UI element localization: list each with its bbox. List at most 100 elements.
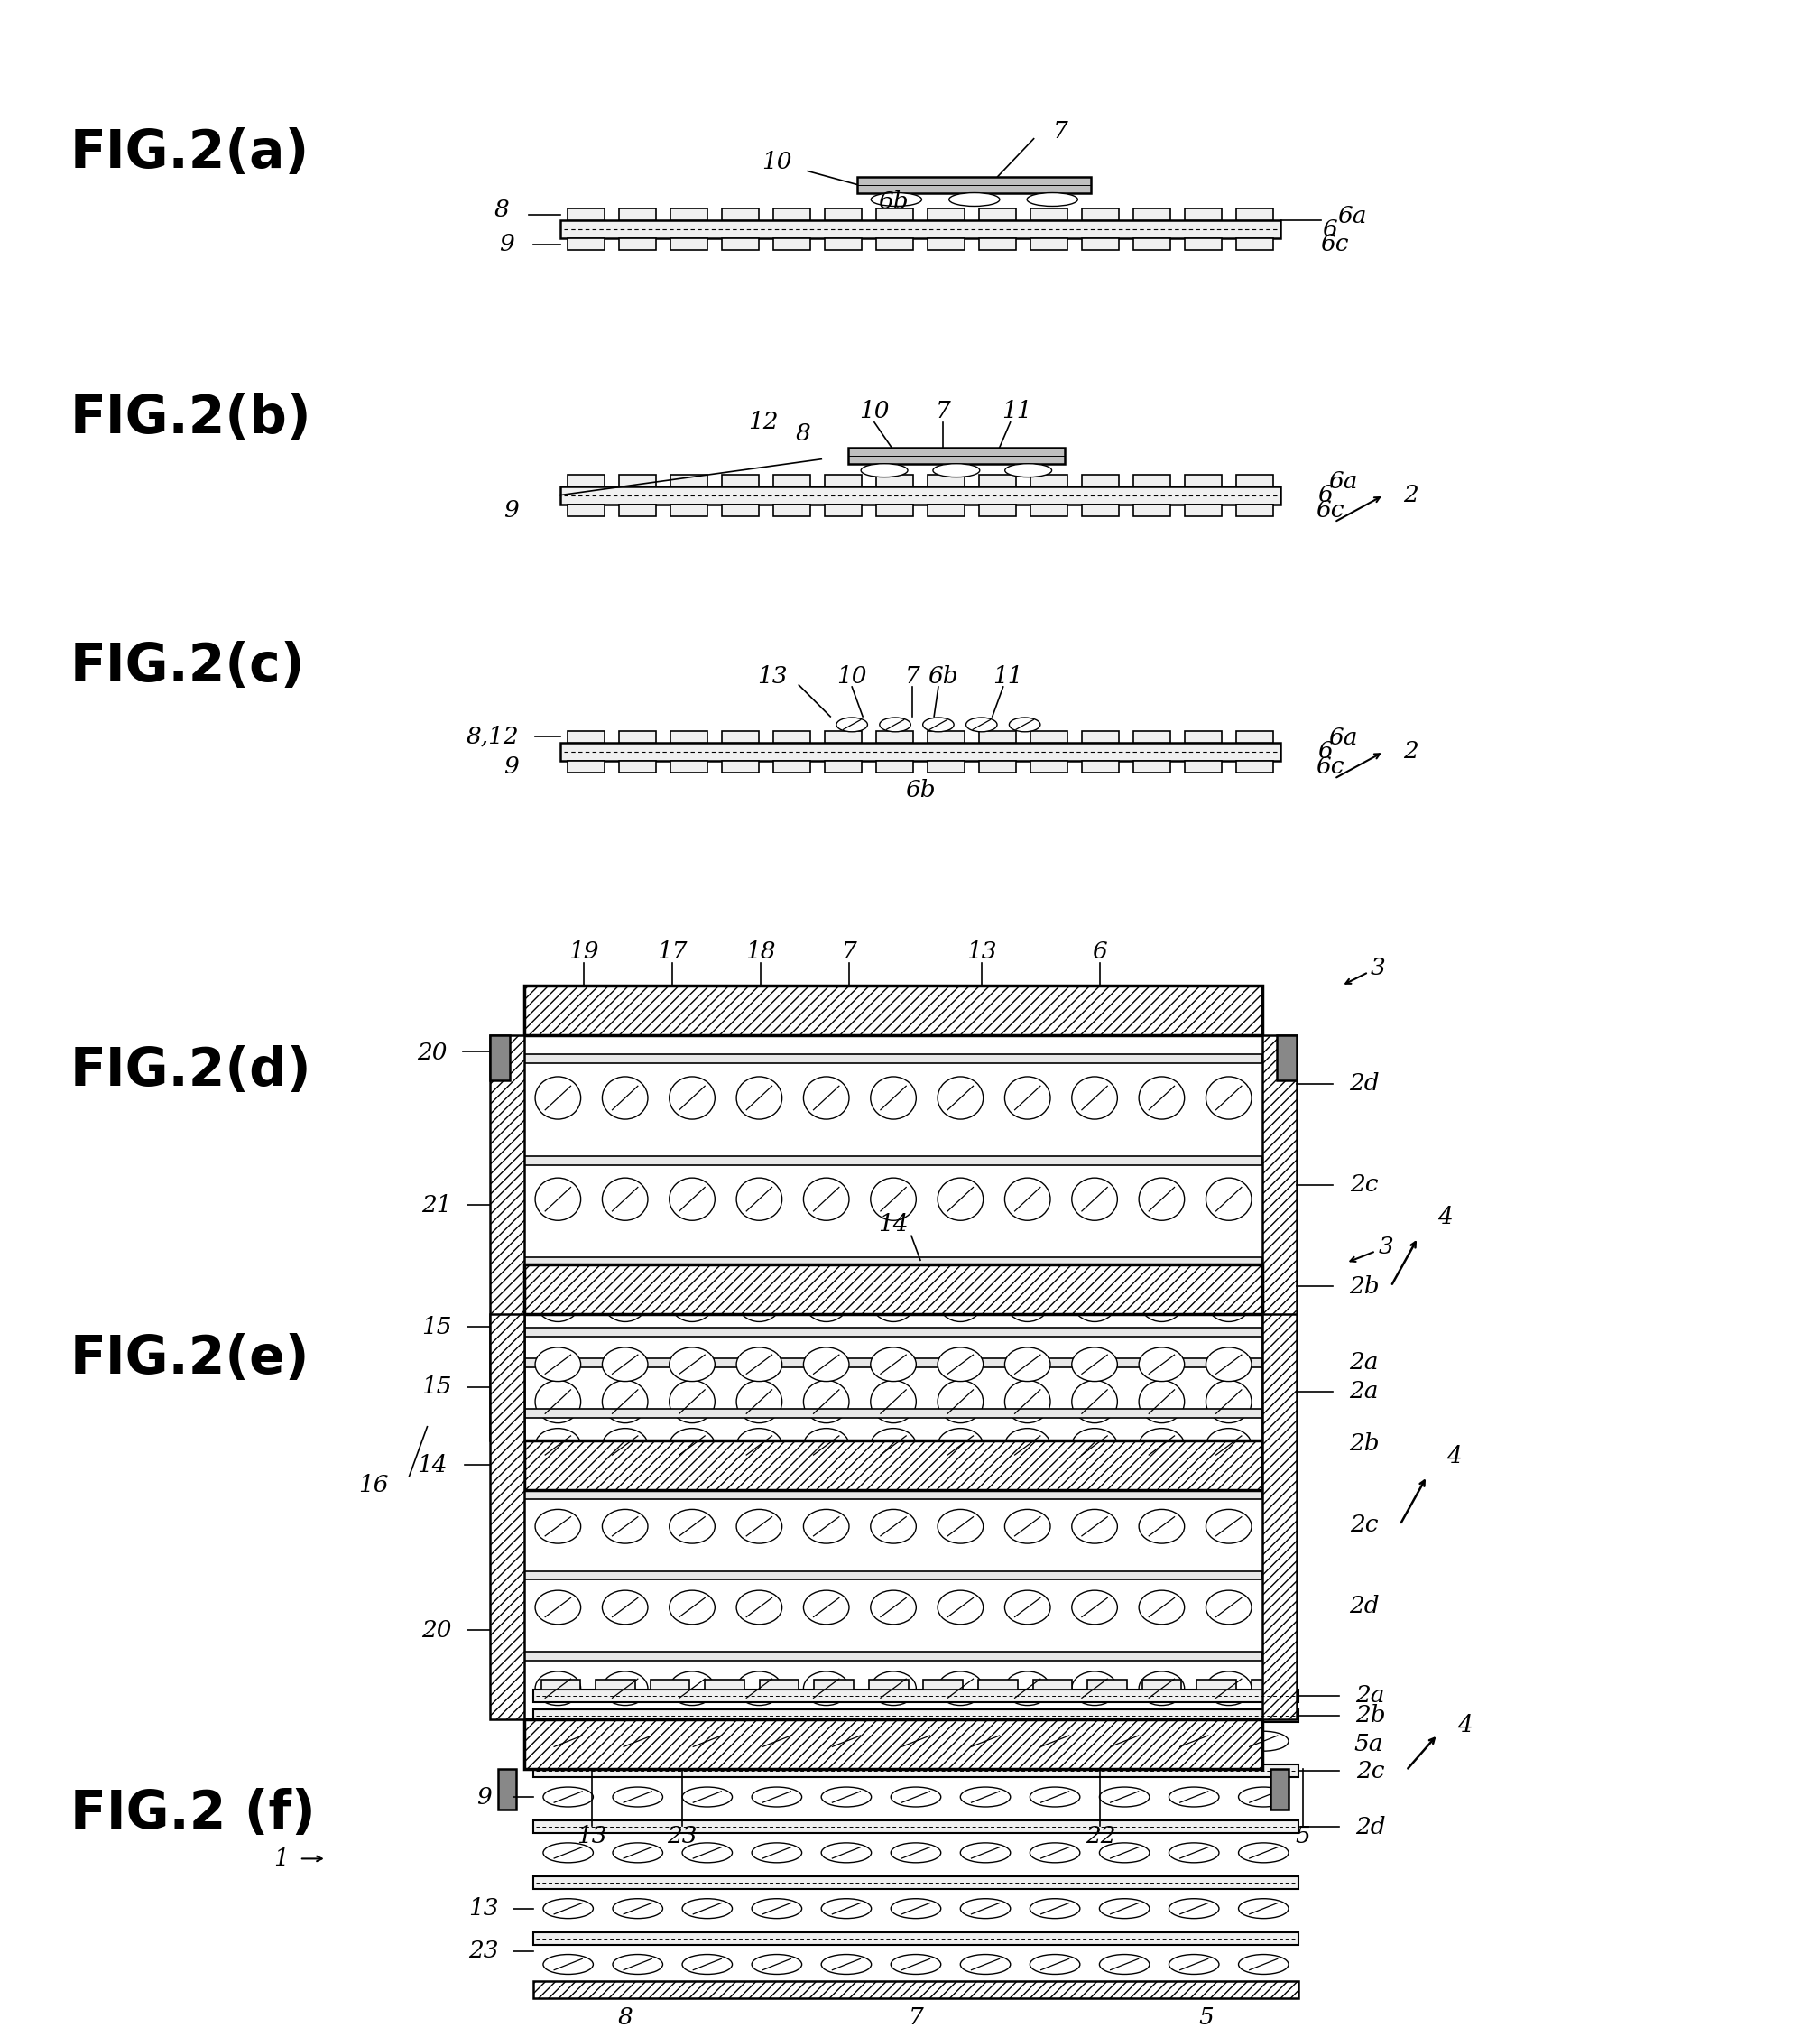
Ellipse shape [1072,1509,1117,1544]
Bar [619,503,655,515]
Ellipse shape [837,717,868,731]
Ellipse shape [961,1731,1010,1752]
Bar [774,503,810,515]
Text: 8: 8 [495,200,510,222]
Bar [704,1681,744,1689]
Ellipse shape [1099,1843,1150,1862]
Text: 15: 15 [420,1375,451,1397]
Ellipse shape [1005,1509,1050,1544]
Text: 20: 20 [420,1619,451,1642]
Ellipse shape [1072,1346,1117,1381]
Bar [1185,475,1221,487]
Ellipse shape [1139,1672,1185,1705]
Bar [568,503,604,515]
Ellipse shape [803,1509,850,1544]
Bar [524,1652,1263,1660]
Text: 6: 6 [1092,941,1108,964]
Ellipse shape [1026,194,1077,206]
Ellipse shape [870,1177,915,1220]
Text: 19: 19 [568,941,599,964]
Ellipse shape [1072,1078,1117,1118]
Ellipse shape [1030,1898,1079,1919]
Text: 7: 7 [841,941,857,964]
Ellipse shape [870,1381,915,1424]
Bar [1134,475,1170,487]
Ellipse shape [1207,1279,1252,1322]
Text: 20: 20 [417,1041,448,1065]
Bar [868,1681,908,1689]
Text: 6: 6 [1318,485,1332,507]
Ellipse shape [870,1078,915,1118]
Ellipse shape [1099,1898,1150,1919]
Ellipse shape [937,1428,983,1463]
Bar [1087,1681,1127,1689]
Bar [619,210,655,220]
Ellipse shape [1168,1731,1219,1752]
Text: FIG.2(c): FIG.2(c) [69,640,306,693]
Ellipse shape [737,1346,783,1381]
Bar [774,210,810,220]
Bar [568,238,604,251]
Text: 7: 7 [908,2006,923,2029]
Ellipse shape [803,1346,850,1381]
Bar [541,1681,581,1689]
Bar [824,731,861,744]
Text: 2b: 2b [1349,1275,1380,1298]
Ellipse shape [670,1177,715,1220]
Ellipse shape [803,1672,850,1705]
Ellipse shape [1168,1898,1219,1919]
Ellipse shape [890,1731,941,1752]
Ellipse shape [937,1346,983,1381]
Ellipse shape [682,1898,732,1919]
Bar [1252,1681,1290,1689]
Bar [1134,503,1170,515]
Bar [533,1764,1298,1778]
Text: 17: 17 [657,941,688,964]
Ellipse shape [737,1428,783,1463]
Text: 3: 3 [1380,1234,1394,1259]
Ellipse shape [613,1843,662,1862]
Text: 2b: 2b [1356,1705,1385,1727]
Bar [499,1768,517,1809]
Ellipse shape [961,1843,1010,1862]
Ellipse shape [1030,1843,1079,1862]
Bar [1030,731,1067,744]
Ellipse shape [1238,1731,1289,1752]
Ellipse shape [1168,1843,1219,1862]
Ellipse shape [1005,1346,1050,1381]
Text: FIG.2(a): FIG.2(a) [69,128,309,179]
Bar [1030,475,1067,487]
Bar [619,760,655,772]
Ellipse shape [803,1177,850,1220]
Ellipse shape [803,1381,850,1424]
Bar [1236,503,1272,515]
Ellipse shape [737,1509,783,1544]
Bar [977,1681,1017,1689]
Ellipse shape [1005,1428,1050,1463]
Text: 6c: 6c [1320,232,1349,257]
Ellipse shape [1207,1346,1252,1381]
Bar [875,475,914,487]
Bar [723,475,759,487]
Ellipse shape [937,1381,983,1424]
Ellipse shape [872,194,921,206]
Bar [923,1681,963,1689]
Text: 10: 10 [837,664,866,686]
Text: 1: 1 [273,1848,289,1870]
Ellipse shape [542,1731,593,1752]
Bar [1263,1314,1296,1719]
Bar [824,503,861,515]
Ellipse shape [670,1591,715,1623]
Bar [490,1035,510,1080]
Ellipse shape [670,1381,715,1424]
Bar [524,1265,1263,1314]
Text: 2: 2 [1403,739,1418,764]
Text: 9: 9 [477,1786,491,1809]
Text: FIG.2(d): FIG.2(d) [69,1045,311,1096]
Ellipse shape [613,1786,662,1807]
Ellipse shape [1168,1786,1219,1807]
Bar [1236,238,1272,251]
Bar [824,760,861,772]
Ellipse shape [670,1428,715,1463]
Ellipse shape [890,1843,941,1862]
